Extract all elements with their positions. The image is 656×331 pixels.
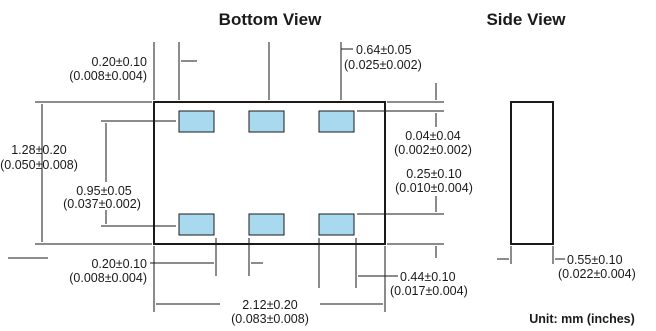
pad-edge-dimension: 0.44±0.10 (0.017±0.004): [390, 270, 468, 298]
pad-offset-mm: 0.04±0.04: [405, 129, 461, 143]
pad-height-inches: (0.010±0.004): [395, 181, 473, 195]
pad-gap-left-mm: 0.20±0.10: [91, 55, 147, 69]
pad-height-mm: 0.25±0.10: [406, 167, 462, 181]
pad-bottom-left: [178, 213, 215, 236]
pad-gap-bottom-dimension: 0.20±0.10 (0.008±0.004): [69, 257, 147, 285]
unit-note: Unit: mm (inches): [529, 312, 635, 326]
pad-pitch-inches: (0.037±0.002): [63, 197, 141, 211]
pad-gap-left-dimension: 0.20±0.10 (0.008±0.004): [69, 55, 147, 83]
pad-gap-left-inches: (0.008±0.004): [69, 69, 147, 83]
pad-top-center: [248, 110, 285, 133]
thickness-mm: 0.55±0.10: [567, 253, 623, 267]
pad-bottom-center: [248, 213, 285, 236]
dimension-lines: [8, 42, 565, 312]
overall-width-inches: (0.083±0.008): [231, 312, 309, 326]
pad-width-dimension: 0.64±0.05 (0.025±0.002): [344, 43, 422, 72]
pad-gap-bottom-inches: (0.008±0.004): [69, 271, 147, 285]
overall-height-mm: 1.28±0.20: [11, 143, 67, 157]
side-view-body: [510, 101, 554, 245]
pad-edge-mm: 0.44±0.10: [400, 270, 456, 284]
side-view-title: Side View: [486, 10, 566, 29]
pad-top-left: [178, 110, 215, 133]
pad-pitch-dimension: 0.95±0.05 (0.037±0.002): [63, 184, 141, 211]
overall-width-dimension: 2.12±0.20 (0.083±0.008): [231, 298, 309, 326]
pad-height-dimension: 0.25±0.10 (0.010±0.004): [395, 167, 473, 195]
pad-offset-inches: (0.002±0.002): [394, 143, 472, 157]
pads: [178, 110, 355, 236]
pad-pitch-mm: 0.95±0.05: [76, 184, 132, 198]
pad-edge-inches: (0.017±0.004): [390, 284, 468, 298]
overall-width-mm: 2.12±0.20: [242, 298, 298, 312]
thickness-inches: (0.022±0.004): [558, 267, 636, 281]
pad-top-right: [318, 110, 355, 133]
pad-width-mm: 0.64±0.05: [356, 43, 412, 57]
overall-height-inches: (0.050±0.008): [0, 158, 78, 172]
pad-width-inches: (0.025±0.002): [344, 58, 422, 72]
pad-gap-bottom-mm: 0.20±0.10: [91, 257, 147, 271]
thickness-dimension: 0.55±0.10 (0.022±0.004): [558, 253, 636, 281]
overall-height-dimension: 1.28±0.20 (0.050±0.008): [0, 143, 78, 172]
bottom-view-title: Bottom View: [219, 10, 322, 29]
pad-bottom-right: [318, 213, 355, 236]
pad-offset-dimension: 0.04±0.04 (0.002±0.002): [394, 129, 472, 157]
